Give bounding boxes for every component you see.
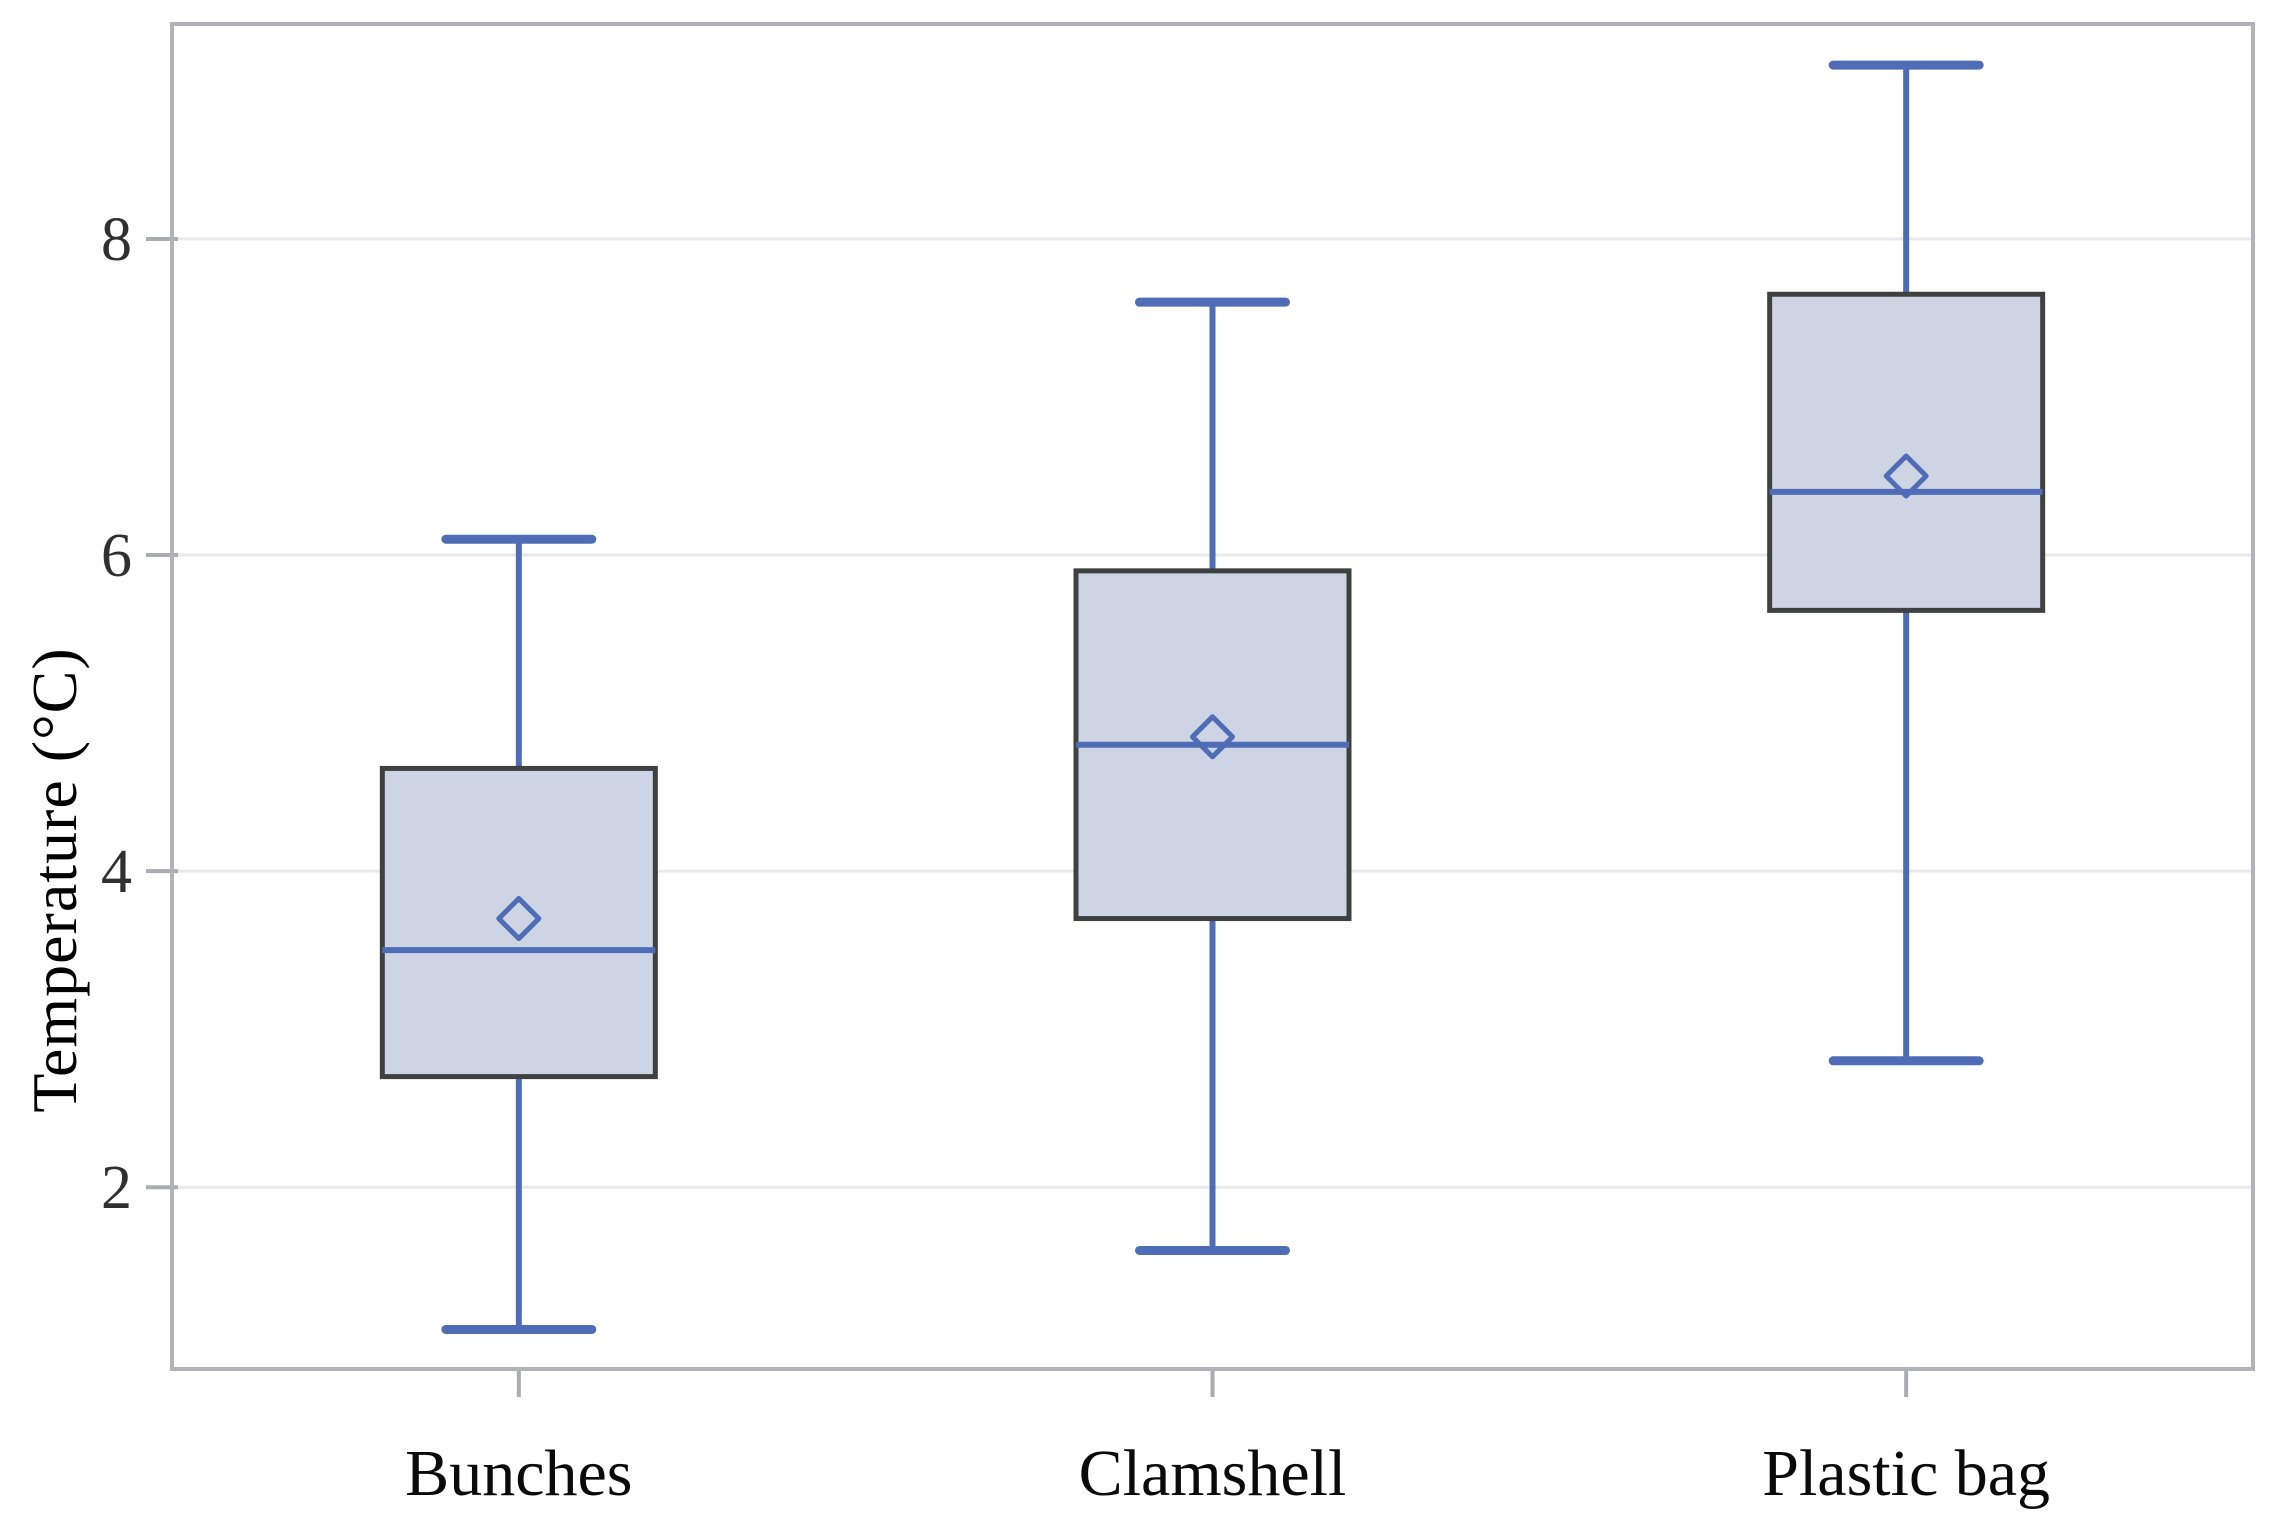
- mean-diamond-marker: [496, 896, 542, 942]
- y-tick-label: 8: [101, 206, 132, 274]
- y-tick-label: 2: [101, 1154, 132, 1222]
- y-tick-label: 6: [101, 522, 132, 590]
- iqr-box: [379, 765, 658, 1080]
- mean-diamond-marker: [1883, 453, 1929, 499]
- category-label: Clamshell: [1079, 1437, 1347, 1510]
- iqr-box: [1767, 291, 2046, 613]
- mean-diamond-marker: [1190, 714, 1235, 760]
- category-label: Plastic bag: [1762, 1437, 2050, 1510]
- plot-frame: [170, 22, 2255, 1371]
- category-label: Bunches: [405, 1437, 632, 1510]
- y-axis-title: Temperature (°C): [19, 647, 90, 1113]
- y-tick-label: 4: [101, 838, 132, 906]
